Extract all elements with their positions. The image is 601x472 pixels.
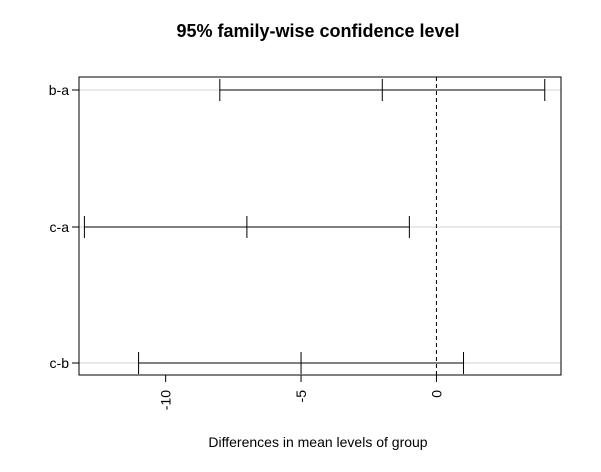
y-tick-label-b-a: b-a [49,82,69,98]
x-tick-label-0: -10 [158,390,174,410]
chart-title: 95% family-wise confidence level [176,21,459,41]
y-tick-label-c-a: c-a [50,219,70,235]
interval-c-b [138,352,465,374]
x-axis-label: Differences in mean levels of group [208,434,427,450]
interval-b-a [219,79,546,101]
plot-frame [78,76,562,376]
bars-layer [83,79,546,374]
x-axis: -10 -5 0 [158,374,444,410]
y-axis: b-a c-a c-b [49,82,79,371]
x-tick-label-1: -5 [293,390,309,403]
x-tick-label-2: 0 [428,390,444,398]
interval-c-a [83,216,410,238]
y-tick-label-c-b: c-b [50,355,70,371]
